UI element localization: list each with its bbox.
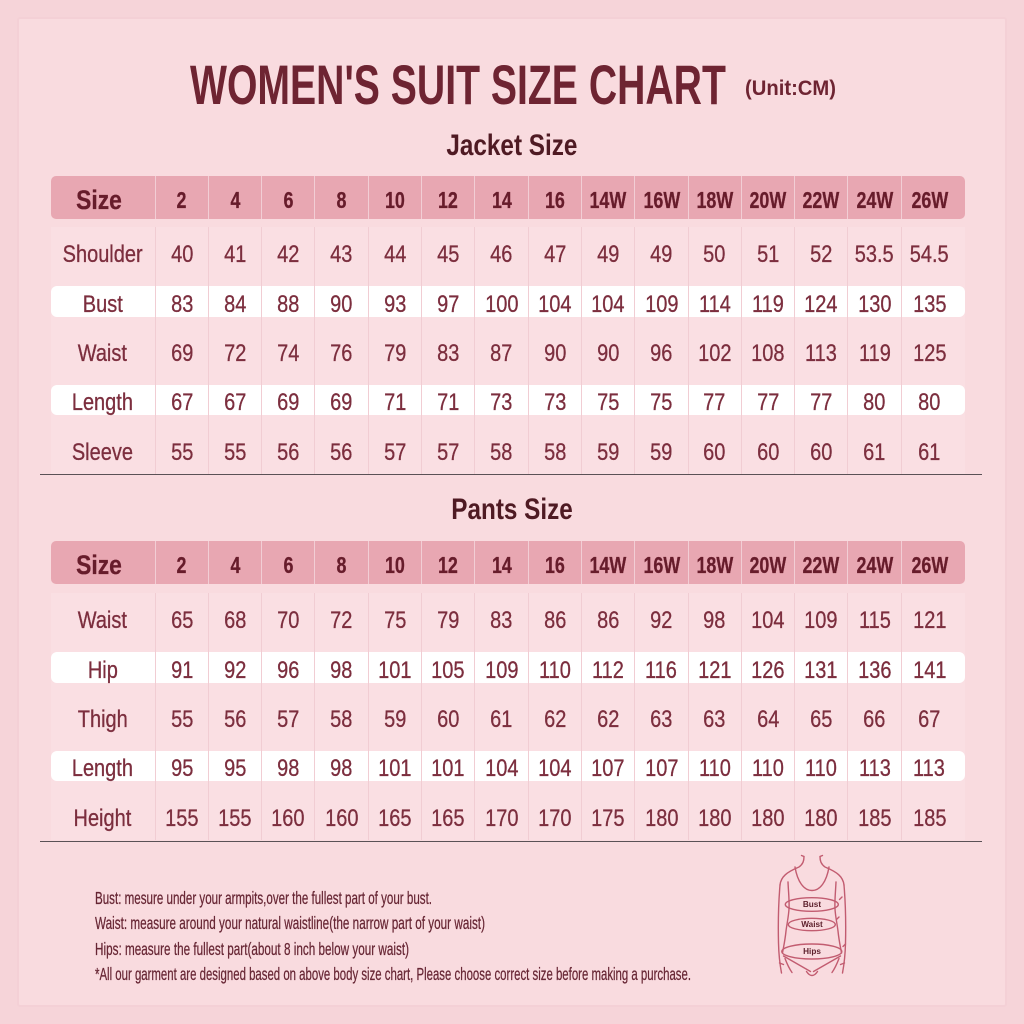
svg-text:Bust: Bust xyxy=(803,900,821,909)
svg-text:Waist: Waist xyxy=(801,920,823,929)
svg-text:Hips: Hips xyxy=(803,947,821,956)
